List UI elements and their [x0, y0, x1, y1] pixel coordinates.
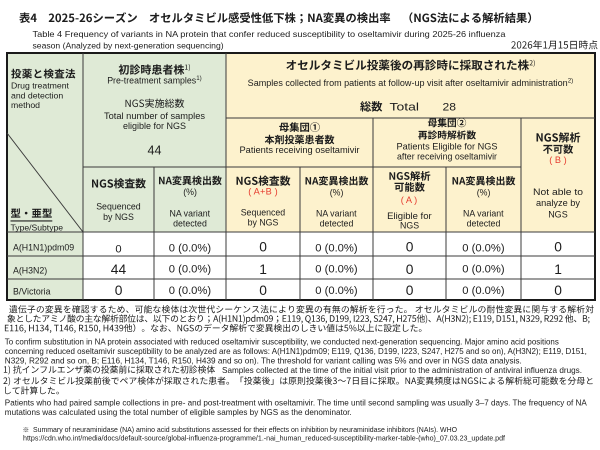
svg-text:NA variant: NA variant: [170, 209, 211, 219]
svg-text:0 (0.0%): 0 (0.0%): [462, 285, 505, 297]
svg-text:https://cdn.who.int/media/docs: https://cdn.who.int/media/docs/default-s…: [23, 434, 505, 443]
svg-text:Patients who had paired sample: Patients who had paired sample collectio…: [5, 397, 587, 407]
svg-text:Total: Total: [390, 102, 420, 114]
svg-text:Samples collected at the time: Samples collected at the time of the ini…: [222, 365, 582, 375]
svg-text:1: 1: [554, 262, 562, 277]
svg-text:Sequenced: Sequenced: [96, 201, 141, 211]
svg-text:Eligible for: Eligible for: [387, 211, 432, 221]
svg-text:( A ): ( A ): [401, 195, 417, 205]
svg-text:Patients Eligible for NGS: Patients Eligible for NGS: [397, 142, 498, 152]
svg-text:44: 44: [111, 262, 127, 277]
svg-text:eligible for NGS: eligible for NGS: [123, 121, 186, 131]
svg-text:after receiving oseltamivir: after receiving oseltamivir: [397, 152, 497, 162]
svg-text:0 (0.0%): 0 (0.0%): [169, 264, 212, 276]
svg-text:( B ): ( B ): [549, 155, 566, 165]
svg-text:detected: detected: [173, 218, 207, 228]
svg-text:and detection: and detection: [11, 90, 63, 100]
svg-text:N329, R292 and so on, B; E116,: N329, R292 and so on, B; E116, H134, T14…: [5, 356, 522, 366]
svg-text:A(H1N1)pdm09: A(H1N1)pdm09: [13, 242, 74, 252]
svg-text:0: 0: [259, 283, 267, 298]
svg-text:method: method: [11, 100, 40, 110]
svg-text:0: 0: [115, 243, 121, 255]
svg-text:(%): (%): [183, 187, 197, 197]
svg-text:Pre-treatment samples: Pre-treatment samples: [107, 76, 197, 86]
svg-text:detected: detected: [467, 219, 501, 229]
svg-text:NA variant: NA variant: [463, 209, 504, 219]
svg-text:season (Analyzed by next-gener: season (Analyzed by next-generation sequ…: [33, 41, 224, 51]
svg-text:A(H3N2): A(H3N2): [13, 266, 47, 276]
svg-text:( A+B ): ( A+B ): [248, 187, 278, 197]
svg-text:0: 0: [406, 283, 414, 298]
svg-text:To confirm substitution in NA: To confirm substitution in NA protein as…: [5, 337, 559, 347]
svg-text:B/Victoria: B/Victoria: [13, 287, 51, 297]
svg-text:0: 0: [554, 240, 562, 255]
svg-text:NGS: NGS: [400, 221, 419, 231]
svg-text:detected: detected: [320, 219, 354, 229]
svg-text:Sequenced: Sequenced: [241, 207, 286, 217]
svg-text:0: 0: [259, 240, 267, 255]
svg-text:NGS: NGS: [548, 209, 568, 219]
svg-text:Summary of neuraminidase (NA): Summary of neuraminidase (NA) amino acid…: [33, 425, 457, 434]
svg-text:2): 2): [568, 78, 574, 85]
svg-text:Table 4 Frequency of variants: Table 4 Frequency of variants in NA prot…: [33, 29, 506, 39]
svg-text:Patients receiving oseltamivir: Patients receiving oseltamivir: [240, 145, 360, 155]
svg-text:(%): (%): [477, 187, 491, 197]
svg-text:0: 0: [115, 283, 123, 298]
svg-text:mutations was calculated using: mutations was calculated using the total…: [5, 407, 352, 417]
svg-text:0 (0.0%): 0 (0.0%): [315, 243, 358, 255]
svg-text:Drug treatment: Drug treatment: [11, 81, 70, 91]
svg-text:1: 1: [259, 262, 267, 277]
svg-text:NA variant: NA variant: [316, 209, 357, 219]
svg-text:0 (0.0%): 0 (0.0%): [315, 264, 358, 276]
svg-text:28: 28: [443, 102, 457, 114]
svg-text:0 (0.0%): 0 (0.0%): [462, 243, 505, 255]
svg-text:0 (0.0%): 0 (0.0%): [462, 264, 505, 276]
svg-text:0: 0: [406, 262, 414, 277]
svg-text:44: 44: [148, 143, 162, 157]
svg-text:Type/Subtype: Type/Subtype: [11, 222, 64, 232]
svg-text:analyze by: analyze by: [536, 198, 581, 208]
svg-text:0 (0.0%): 0 (0.0%): [169, 243, 212, 255]
svg-text:(%): (%): [330, 187, 344, 197]
svg-text:0: 0: [406, 240, 414, 255]
svg-text:by NGS: by NGS: [248, 217, 279, 227]
svg-text:1): 1): [196, 75, 202, 82]
svg-text:Samples collected from patient: Samples collected from patients at follo…: [248, 78, 568, 88]
svg-text:Total number of samples: Total number of samples: [104, 111, 206, 121]
svg-text:0 (0.0%): 0 (0.0%): [315, 285, 358, 297]
svg-text:0: 0: [554, 283, 562, 298]
svg-text:Not able to: Not able to: [533, 187, 583, 197]
svg-text:by NGS: by NGS: [103, 212, 134, 222]
svg-text:concerning reduced oseltamivir: concerning reduced oseltamivir susceptib…: [5, 346, 587, 356]
svg-text:0 (0.0%): 0 (0.0%): [169, 285, 212, 297]
